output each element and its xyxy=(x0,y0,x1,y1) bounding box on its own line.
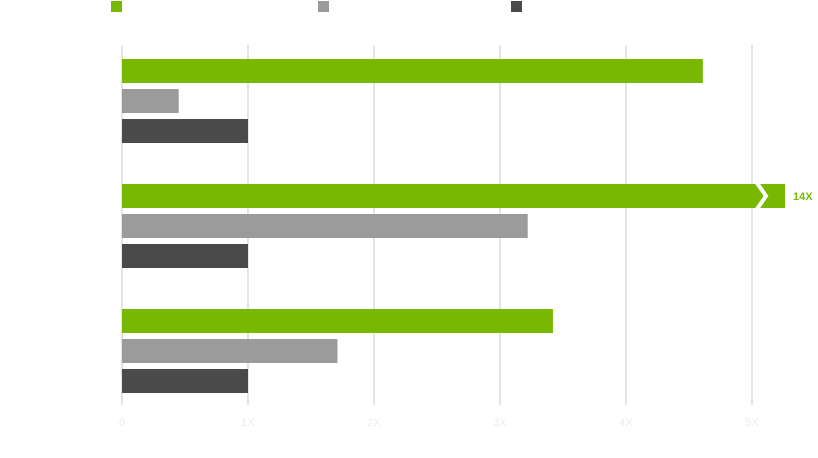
x-tick-label: 2X xyxy=(367,417,381,429)
bar xyxy=(122,89,179,113)
x-tick-label: 5X xyxy=(745,417,759,429)
bar xyxy=(122,184,785,208)
x-tick-label: 1X xyxy=(241,417,255,429)
x-tick-label: 0 xyxy=(119,417,125,429)
axis-break xyxy=(755,181,769,211)
bar xyxy=(122,244,248,268)
bar xyxy=(122,119,248,143)
legend-swatch xyxy=(111,1,122,12)
x-tick-label: 3X xyxy=(493,417,507,429)
bar xyxy=(122,369,248,393)
bar xyxy=(122,309,553,333)
x-tick-label: 4X xyxy=(619,417,633,429)
bar xyxy=(122,59,703,83)
bar xyxy=(122,339,338,363)
legend-swatch xyxy=(511,1,522,12)
legend-swatch xyxy=(318,1,329,12)
value-label: 14X xyxy=(793,191,813,203)
bar xyxy=(122,214,528,238)
